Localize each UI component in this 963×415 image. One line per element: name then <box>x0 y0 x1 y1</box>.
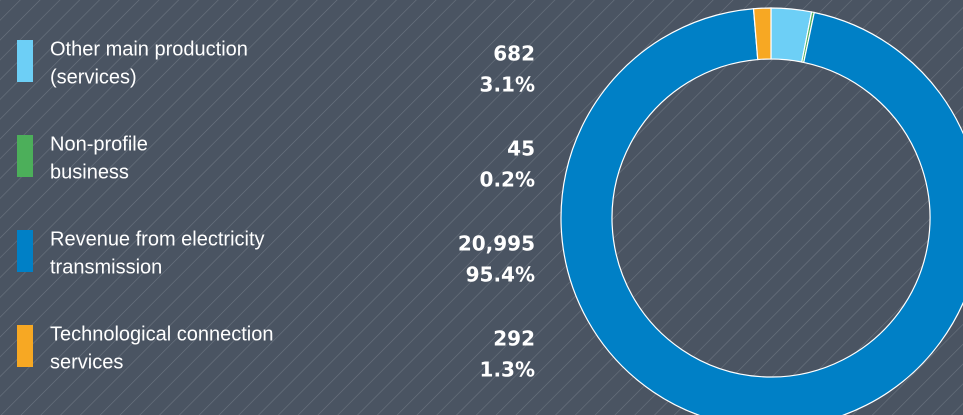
legend-label: Non-profile <box>50 133 148 155</box>
percentage-label: 95.4% <box>466 263 535 287</box>
donut-slice <box>560 8 963 415</box>
legend-swatch <box>17 135 33 177</box>
value-label: 45 <box>507 137 535 161</box>
legend-label: transmission <box>50 256 162 278</box>
legend-label: services <box>50 351 123 373</box>
legend-swatch <box>17 325 33 367</box>
legend-swatch <box>17 230 33 272</box>
legend-label: Other main production <box>50 38 248 60</box>
value-label: 292 <box>493 327 535 351</box>
donut-slice <box>752 7 772 61</box>
legend-label: business <box>50 161 129 183</box>
percentage-label: 1.3% <box>480 358 535 382</box>
legend-label: Revenue from electricity <box>50 228 265 250</box>
legend-label: Technological connection <box>50 323 274 345</box>
legend-swatch <box>17 40 33 82</box>
percentage-label: 0.2% <box>480 168 535 192</box>
legend-label: (services) <box>50 66 137 88</box>
value-label: 682 <box>493 42 535 66</box>
percentage-label: 3.1% <box>480 73 535 97</box>
value-label: 20,995 <box>458 232 535 256</box>
